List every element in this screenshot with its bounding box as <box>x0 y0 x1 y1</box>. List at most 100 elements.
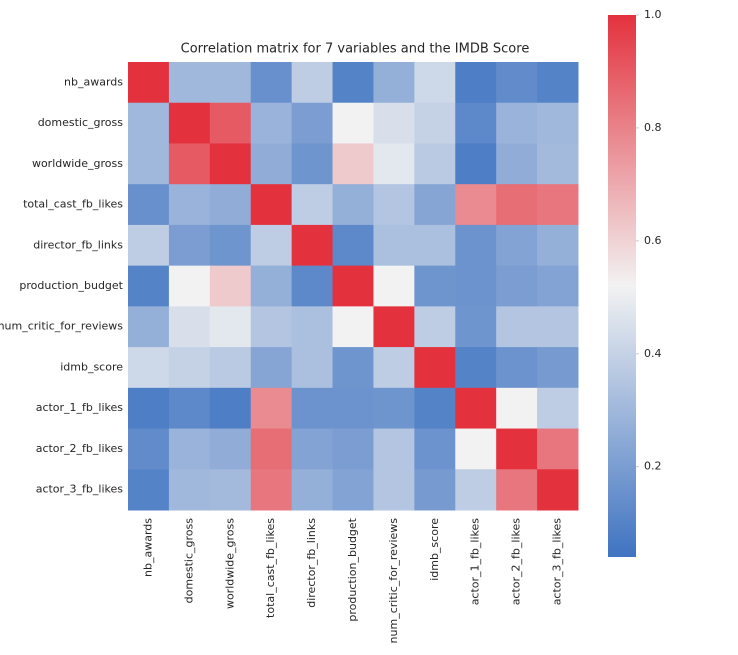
x-tick-label: num_critic_for_reviews <box>387 518 400 644</box>
heatmap-cell <box>332 224 374 267</box>
heatmap-cell <box>496 224 538 267</box>
heatmap-cell <box>496 469 538 511</box>
heatmap-cell <box>250 265 293 307</box>
heatmap-cell <box>128 224 170 267</box>
heatmap-cell <box>414 347 456 389</box>
heatmap-cell <box>209 265 252 307</box>
heatmap-cell <box>414 143 456 185</box>
heatmap-cell <box>168 387 211 430</box>
heatmap-cell <box>455 428 497 470</box>
x-tick-label: director_fb_links <box>305 518 318 608</box>
heatmap-cell <box>209 428 252 470</box>
x-tick-label: total_cast_fb_likes <box>264 518 277 618</box>
heatmap-cell <box>332 265 374 307</box>
x-tick-label: idmb_score <box>428 518 441 581</box>
x-tick-label: actor_1_fb_likes <box>469 518 482 606</box>
y-tick-label: actor_3_fb_likes <box>36 483 124 496</box>
heatmap-cell <box>291 347 334 389</box>
heatmap-cell <box>250 347 293 389</box>
heatmap-cell <box>373 102 415 144</box>
heatmap-cell <box>332 347 374 389</box>
heatmap-cell <box>332 62 374 104</box>
heatmap-cell <box>250 306 293 348</box>
heatmap-cell <box>537 224 579 267</box>
heatmap-cell <box>209 347 252 389</box>
heatmap-cell <box>250 224 293 267</box>
heatmap-cell <box>455 143 497 185</box>
heatmap-cell <box>291 469 334 511</box>
y-tick-label: director_fb_links <box>33 238 123 251</box>
x-tick-label: actor_3_fb_likes <box>551 518 564 606</box>
heatmap-cell <box>332 428 374 470</box>
heatmap-cell <box>414 224 456 267</box>
y-tick-label: actor_2_fb_likes <box>36 442 124 455</box>
heatmap-cell <box>537 102 579 144</box>
heatmap-cell <box>455 469 497 511</box>
heatmap-cell <box>168 428 211 470</box>
heatmap-cell <box>209 184 252 226</box>
heatmap-cell <box>414 306 456 348</box>
heatmap-cell <box>168 347 211 389</box>
heatmap-cell <box>537 184 579 226</box>
heatmap-cell <box>332 306 374 348</box>
heatmap-cell <box>537 469 579 511</box>
heatmap-cell <box>128 102 170 144</box>
heatmap-cell <box>332 143 374 185</box>
heatmap-cell <box>414 428 456 470</box>
y-tick-label: domestic_gross <box>38 116 124 129</box>
y-tick-label: nb_awards <box>64 75 123 88</box>
heatmap-cell <box>537 143 579 185</box>
heatmap-cell <box>373 224 415 267</box>
heatmap-cell <box>168 143 211 185</box>
heatmap-cell <box>537 306 579 348</box>
heatmap-cell <box>209 224 252 267</box>
heatmap-cell <box>373 265 415 307</box>
colorbar-tick-label: 0.2 <box>644 460 662 473</box>
heatmap-cell <box>168 184 211 226</box>
heatmap-cell <box>209 102 252 144</box>
x-tick-label: nb_awards <box>141 518 154 577</box>
heatmap-cell <box>455 306 497 348</box>
heatmap-cell <box>373 62 415 104</box>
heatmap-cell <box>496 387 538 430</box>
heatmap-cell <box>455 265 497 307</box>
heatmap-cell <box>168 469 211 511</box>
heatmap-cell <box>291 224 334 267</box>
heatmap-cell <box>496 102 538 144</box>
colorbar-tick-label: 1.0 <box>644 8 662 21</box>
heatmap-cell <box>291 102 334 144</box>
heatmap-cell <box>373 347 415 389</box>
heatmap-cell <box>414 387 456 430</box>
heatmap-cell <box>373 184 415 226</box>
chart-title: Correlation matrix for 7 variables and t… <box>181 42 530 57</box>
heatmap-cell <box>250 469 293 511</box>
heatmap-cell <box>168 306 211 348</box>
heatmap-cell <box>128 306 170 348</box>
heatmap-cell <box>414 469 456 511</box>
heatmap-cell <box>373 306 415 348</box>
heatmap-cell <box>496 62 538 104</box>
y-tick-label: num_critic_for_reviews <box>0 320 123 333</box>
heatmap-cell <box>168 62 211 104</box>
heatmap-cell <box>291 143 334 185</box>
heatmap-cell <box>496 306 538 348</box>
x-tick-label: worldwide_gross <box>223 518 236 609</box>
heatmap-cell <box>209 143 252 185</box>
y-tick-label: idmb_score <box>60 360 123 373</box>
colorbar-tick-label: 0.8 <box>644 121 662 134</box>
heatmap-cell <box>209 469 252 511</box>
heatmap-cell <box>128 184 170 226</box>
heatmap-cell <box>250 62 293 104</box>
x-tick-label: production_budget <box>346 517 359 621</box>
heatmap-cell <box>291 306 334 348</box>
heatmap-cell <box>128 428 170 470</box>
heatmap-cell <box>291 184 334 226</box>
heatmap-cell <box>332 184 374 226</box>
heatmap-cell <box>414 102 456 144</box>
heatmap-cell <box>537 265 579 307</box>
heatmap-cell <box>250 428 293 470</box>
heatmap-cell <box>537 387 579 430</box>
heatmap-cell <box>373 143 415 185</box>
heatmap-cell <box>332 387 374 430</box>
